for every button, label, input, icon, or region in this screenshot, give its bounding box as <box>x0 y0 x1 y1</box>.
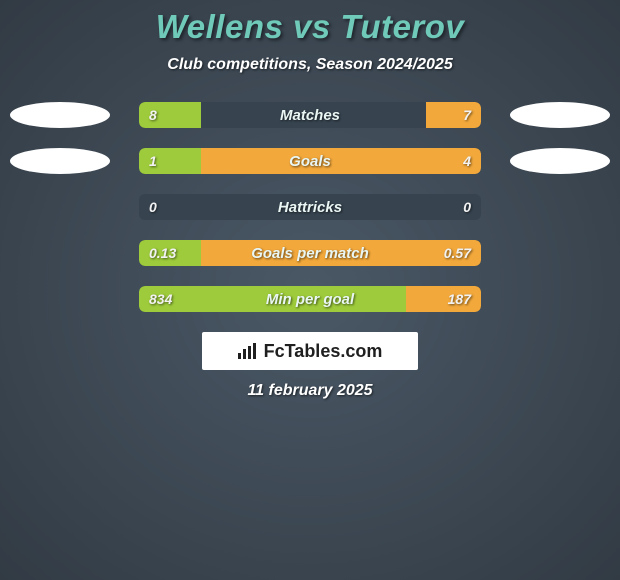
bar-left-fill <box>139 102 201 128</box>
stat-bar: 0 0Hattricks <box>139 194 481 220</box>
stat-row: 0 0Hattricks <box>0 194 620 220</box>
bar-chart-icon <box>238 343 258 359</box>
branding-text: FcTables.com <box>264 341 383 362</box>
stat-value-right: 0 <box>463 194 471 220</box>
player-badge-left <box>10 148 110 174</box>
bar-left-fill <box>139 148 201 174</box>
stat-row: 834187Min per goal <box>0 286 620 312</box>
snapshot-date: 11 february 2025 <box>0 382 620 400</box>
bar-right-fill <box>426 102 481 128</box>
stat-rows: 87Matches 14Goals 0 0Hattricks 0.130.57Goals… <box>0 102 620 312</box>
player-badge-left <box>10 102 110 128</box>
stat-row: 0.130.57Goals per match <box>0 240 620 266</box>
player-badge-right <box>510 102 610 128</box>
bar-left-fill <box>139 240 201 266</box>
comparison-infographic: Wellens vs Tuterov Club competitions, Se… <box>0 0 620 400</box>
page-subtitle: Club competitions, Season 2024/2025 <box>0 56 620 74</box>
stat-row: 14Goals <box>0 148 620 174</box>
stat-label: Hattricks <box>139 199 481 216</box>
stat-bar: 87Matches <box>139 102 481 128</box>
stat-bar: 14Goals <box>139 148 481 174</box>
bar-left-fill <box>139 286 406 312</box>
stat-bar: 0.130.57Goals per match <box>139 240 481 266</box>
player-badge-right <box>510 148 610 174</box>
stat-row: 87Matches <box>0 102 620 128</box>
bar-right-fill <box>406 286 481 312</box>
branding-badge: FcTables.com <box>202 332 418 370</box>
bar-right-fill <box>201 240 481 266</box>
stat-bar: 834187Min per goal <box>139 286 481 312</box>
bar-right-fill <box>201 148 481 174</box>
page-title: Wellens vs Tuterov <box>0 8 620 46</box>
stat-value-left: 0 <box>149 194 157 220</box>
